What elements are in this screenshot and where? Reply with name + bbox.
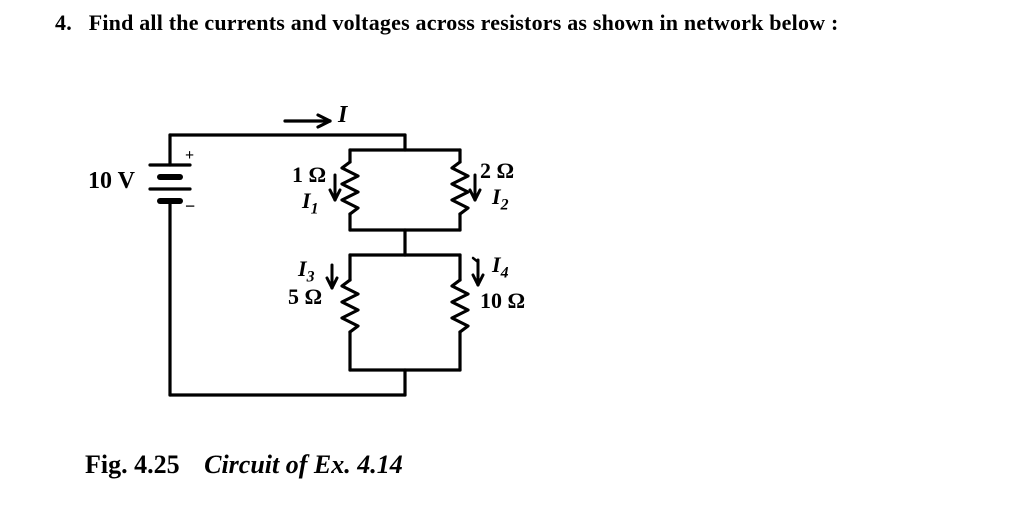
circuit-svg: + − [80,80,680,420]
circuit-diagram: + − 10 V I 1 Ω I1 2 Ω I2 I3 5 Ω I4 10 Ω [80,80,680,420]
i4-label: I4 [492,252,508,282]
i3-sub: 3 [307,268,315,285]
svg-text:−: − [185,196,195,216]
r2-value: 2 Ω [480,158,514,184]
question-text: Find all the currents and voltages acros… [89,10,839,35]
i1-sub: 1 [311,200,319,217]
i2-label: I2 [492,184,508,214]
caption-title: Circuit of Ex. 4.14 [204,450,403,479]
svg-text:+: + [185,147,194,164]
current-main-label: I [338,102,347,129]
caption-fig: Fig. 4.25 [85,450,180,479]
r3-value: 5 Ω [288,284,322,310]
i3-label: I3 [298,256,314,286]
i1-label: I1 [302,188,318,218]
i2-sub: 2 [501,196,509,213]
page: 4. Find all the currents and voltages ac… [0,0,1033,517]
figure-caption: Fig. 4.25 Circuit of Ex. 4.14 [85,450,403,480]
r1-value: 1 Ω [292,162,326,188]
i1-sym: I [302,188,311,213]
i4-sub: 4 [501,264,509,281]
i3-sym: I [298,256,307,281]
i2-sym: I [492,184,501,209]
question-number: 4. [55,10,83,36]
source-label: 10 V [88,168,135,195]
question-line: 4. Find all the currents and voltages ac… [55,10,1013,36]
r4-value: 10 Ω [480,288,525,314]
i4-sym: I [492,252,501,277]
